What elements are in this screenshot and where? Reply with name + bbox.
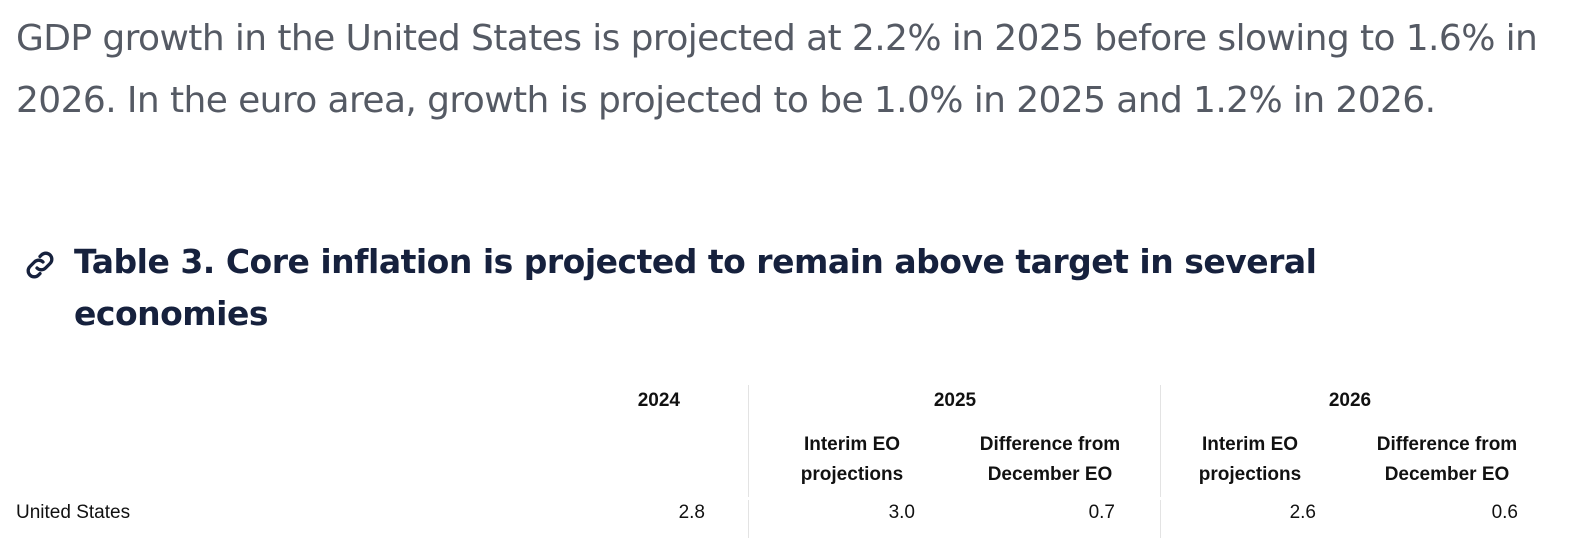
column-divider — [1160, 500, 1161, 538]
subheader-2026-difference: Difference from December EO — [1376, 434, 1518, 485]
cell-2024: 2.8 — [678, 502, 705, 523]
subheader-2025-difference: Difference from December EO — [979, 434, 1121, 485]
year-header-2026: 2026 — [1328, 390, 1372, 411]
column-divider — [1160, 385, 1161, 497]
year-header-2024: 2024 — [637, 390, 680, 411]
subheader-2025-interim: Interim EO projections — [800, 434, 904, 485]
cell-2025-interim: 3.0 — [888, 502, 915, 523]
table-title: Table 3. Core inflation is projected to … — [74, 242, 1317, 333]
link-icon[interactable] — [22, 247, 58, 283]
row-country: United States — [16, 502, 131, 523]
subheader-2026-interim: Interim EO projections — [1198, 434, 1302, 485]
cell-2025-difference: 0.7 — [1088, 502, 1115, 523]
cell-2026-interim: 2.6 — [1289, 502, 1316, 523]
cell-2026-difference: 0.6 — [1491, 502, 1518, 523]
intro-paragraph: GDP growth in the United States is proje… — [16, 18, 1538, 121]
column-divider — [748, 385, 749, 497]
year-header-2025: 2025 — [933, 390, 977, 411]
column-divider — [748, 500, 749, 538]
